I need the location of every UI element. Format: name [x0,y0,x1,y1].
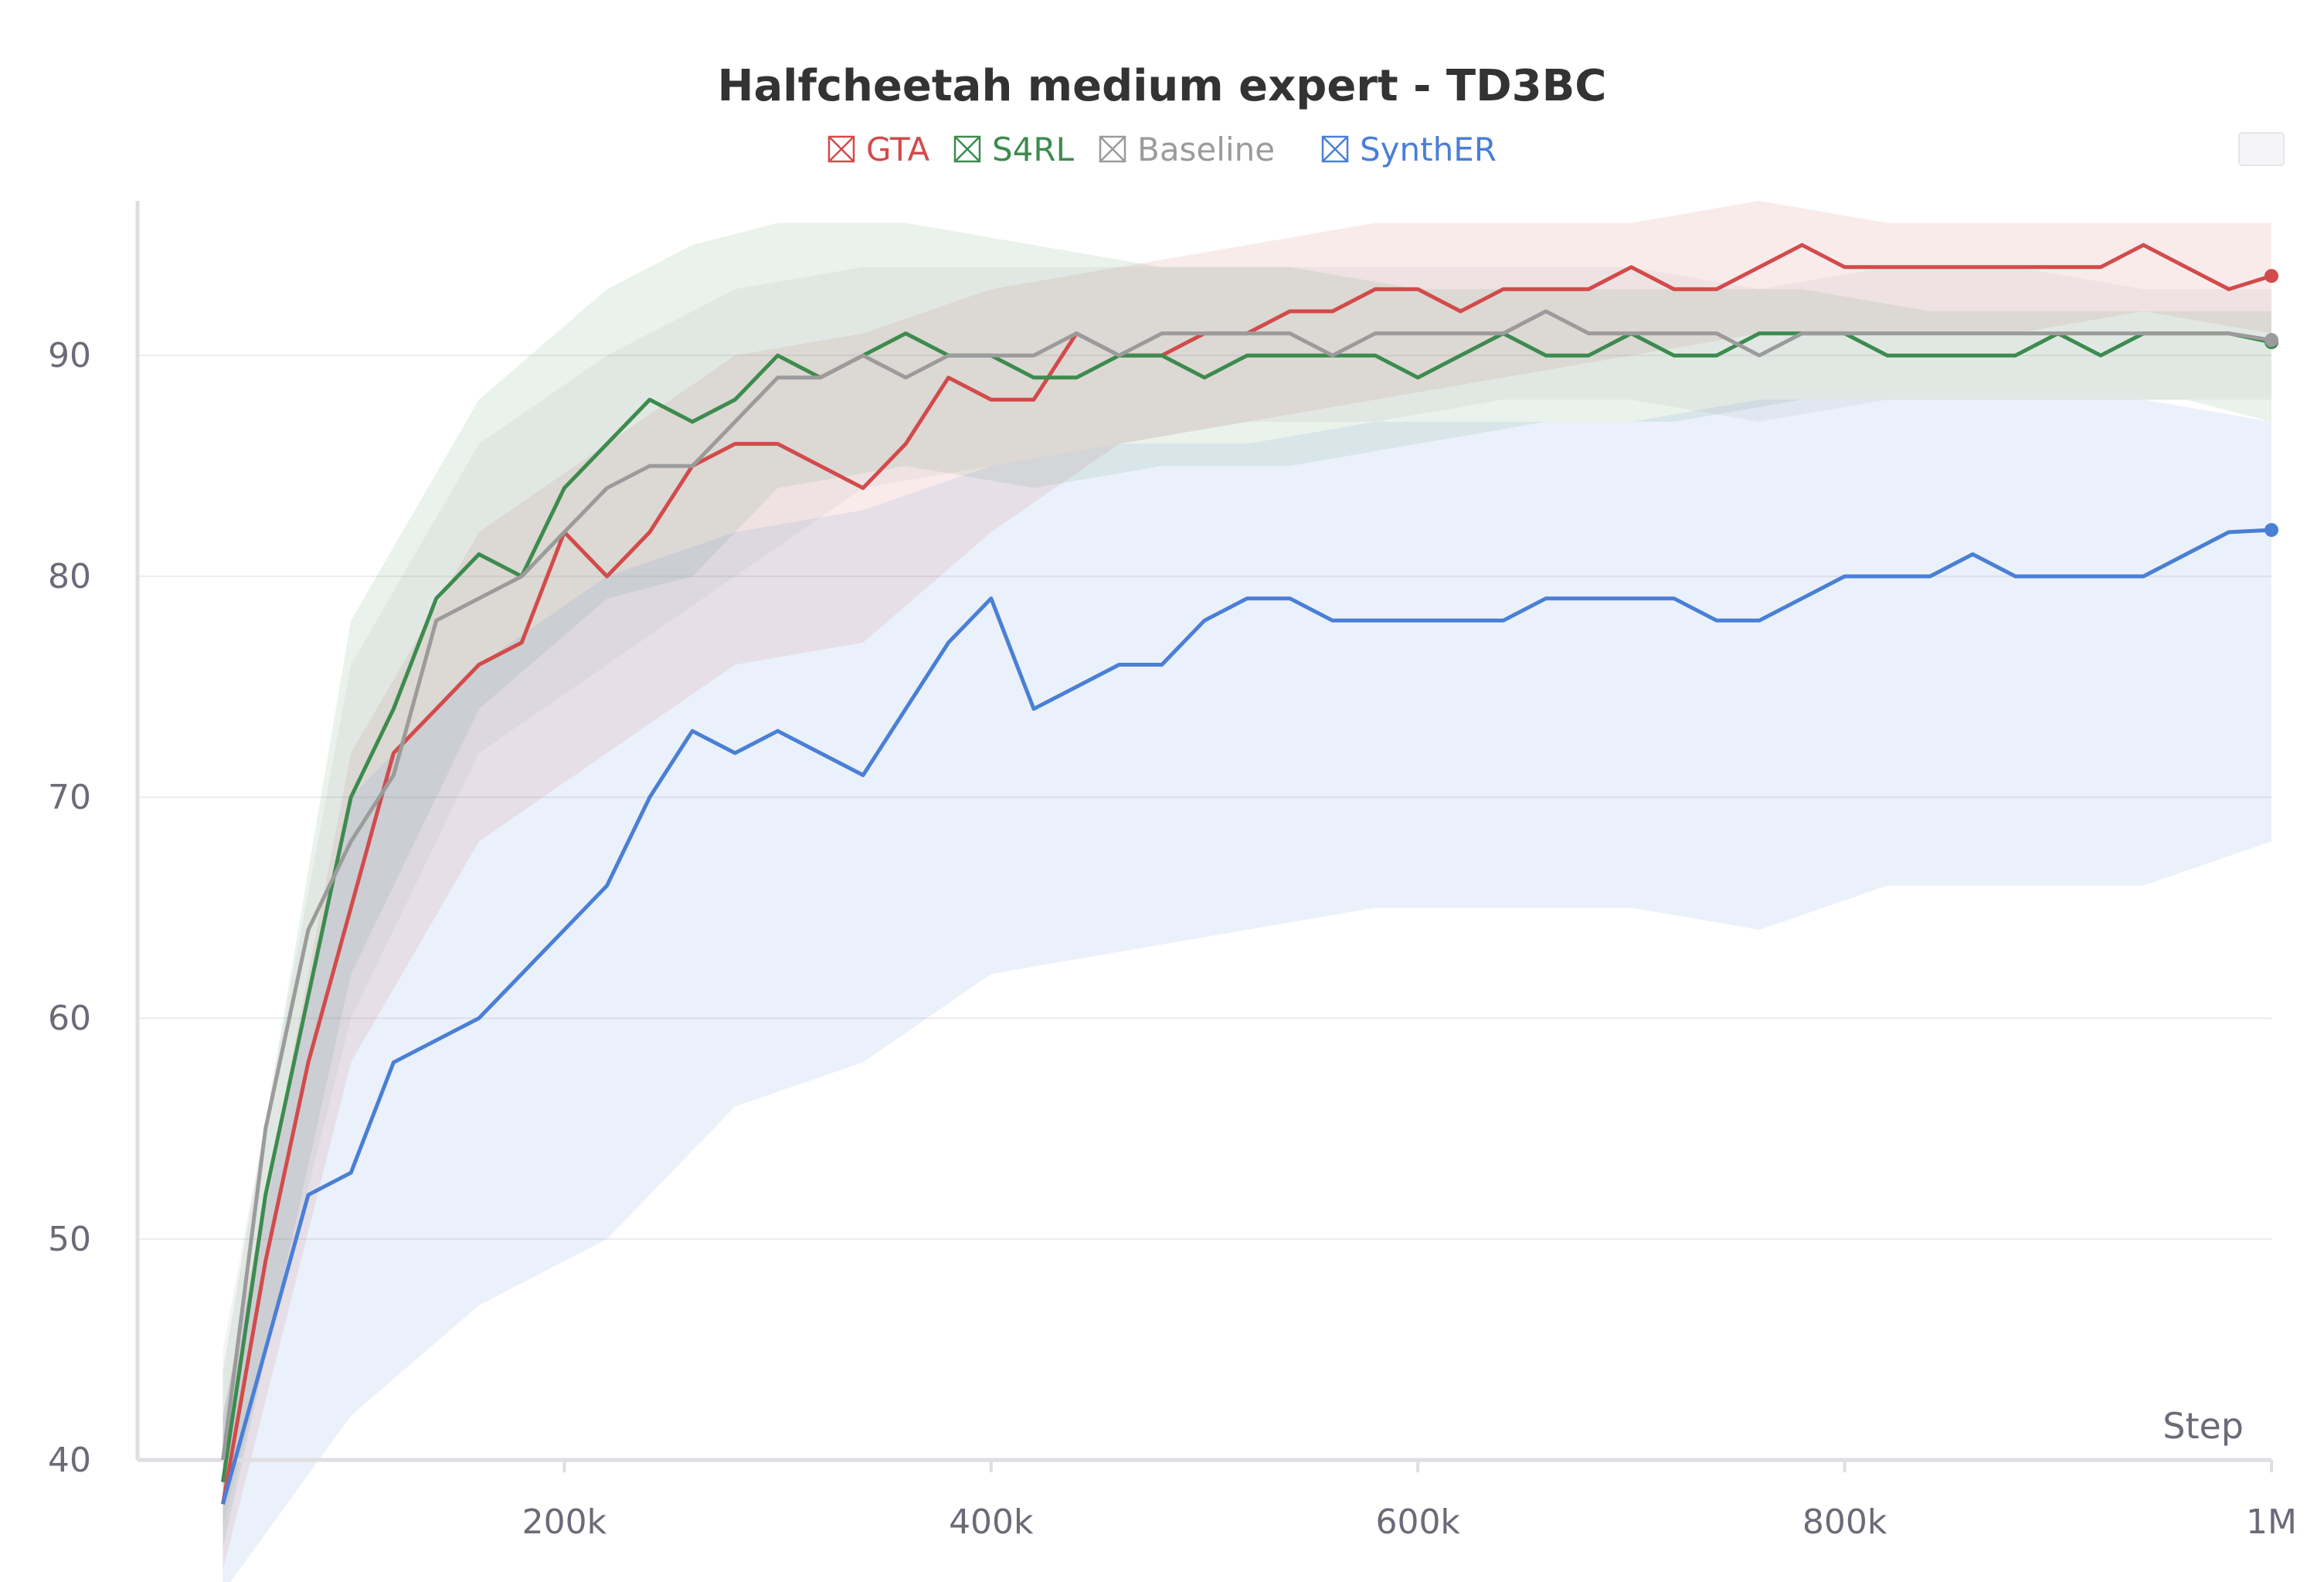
confidence-band [223,222,2272,1549]
legend-label: Baseline [1137,131,1275,168]
series-endpoint [2265,333,2278,348]
confidence-bands [223,201,2272,1582]
legend-label: SynthER [1360,131,1497,168]
series-endpoint [2265,523,2278,538]
legend-item[interactable]: Baseline [1099,131,1275,168]
confidence-band [223,399,2271,1582]
x-tick-label: 800k [1802,1502,1887,1542]
y-tick-label: 60 [48,999,91,1038]
y-tick-label: 80 [48,557,91,596]
x-tick-label: 1M [2246,1502,2297,1542]
y-tick-label: 50 [48,1220,91,1259]
x-axis-label: Step [2163,1405,2244,1447]
axes [135,201,2273,1472]
series-line [221,528,2272,1505]
legend-minimize-icon [827,135,855,163]
legend: GTA S4RL Baseline SynthER [827,131,1497,168]
legend-minimize-icon [953,135,981,163]
legend-item[interactable]: GTA [827,131,929,168]
x-tick-label: 600k [1375,1502,1460,1542]
legend-label: GTA [866,131,929,168]
confidence-band [223,201,2272,1570]
legend-minimize-icon [1321,135,1349,163]
legend-item[interactable]: S4RL [953,131,1075,168]
series-line [221,331,2272,1482]
chart-title: Halfcheetah medium expert - TD3BC [718,61,1607,111]
series-endpoint [2265,269,2278,283]
y-tick-label: 40 [48,1441,91,1480]
fullscreen-button[interactable] [2238,132,2285,166]
series-line [221,309,2272,1461]
legend-item[interactable]: SynthER [1321,131,1497,168]
series-lines [221,243,2272,1505]
series-endpoints [2265,269,2278,538]
y-tick-label: 90 [48,336,91,375]
x-tick-label: 200k [522,1502,607,1542]
x-tick-label: 400k [949,1502,1034,1542]
confidence-band [223,266,2272,1526]
y-tick-label: 70 [48,778,91,817]
legend-label: S4RL [992,131,1075,168]
tick-labels: 40 50 60 70 80 90 200k 400k 600k 800k 1M [48,336,2297,1542]
legend-minimize-icon [1099,135,1126,163]
